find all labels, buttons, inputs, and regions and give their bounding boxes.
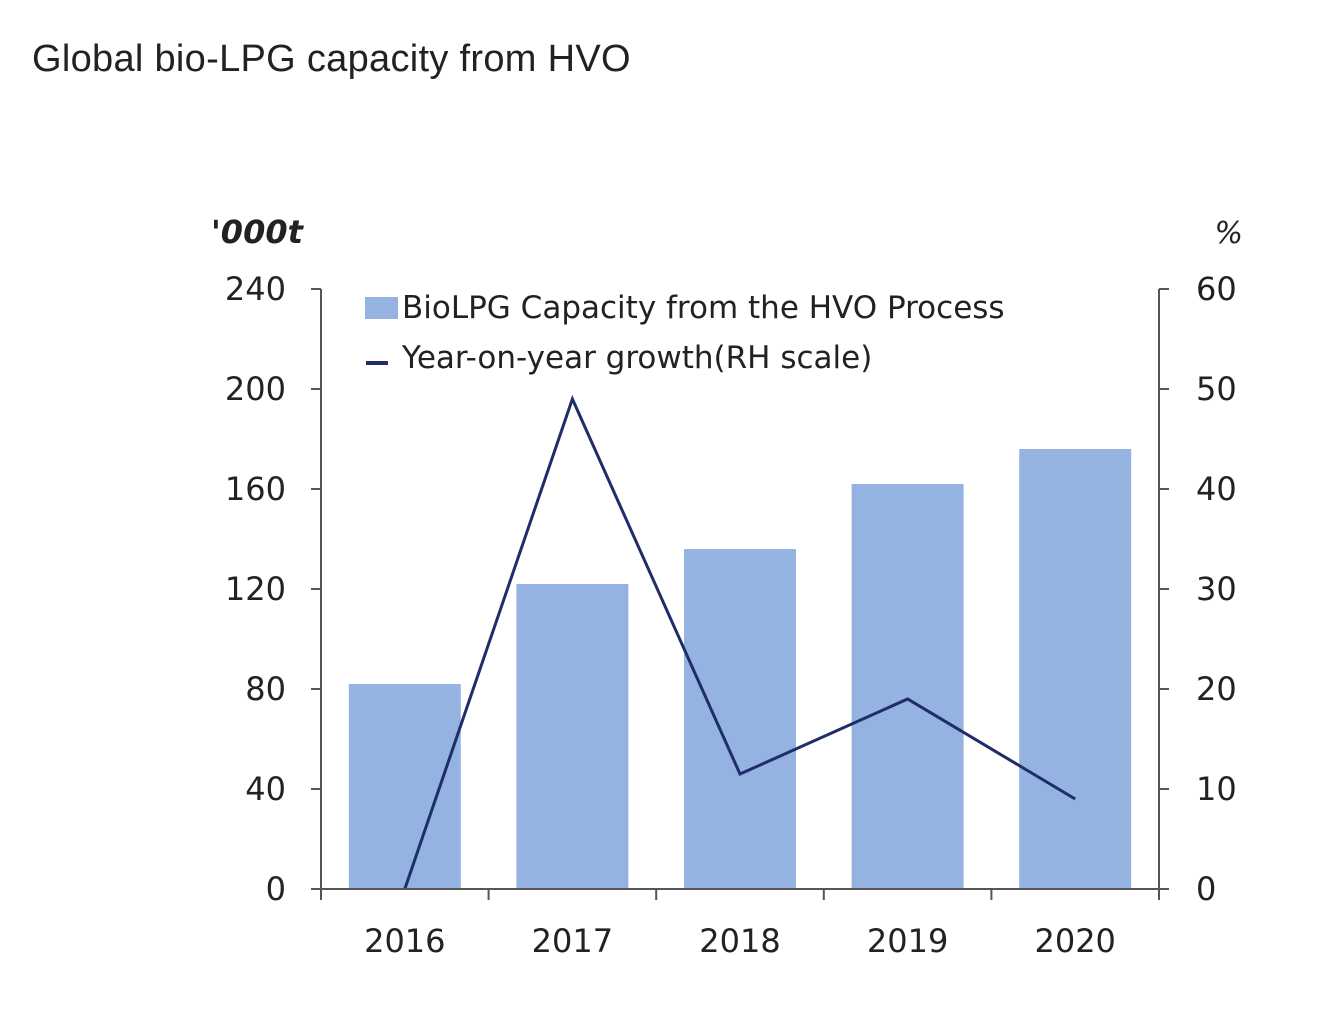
left-axis-label: '000t: [211, 213, 305, 251]
bar-2016: [348, 684, 461, 889]
bar-2018: [684, 549, 796, 889]
left-tick-label: 160: [225, 470, 286, 508]
left-tick-label: 80: [245, 670, 286, 708]
right-axis-label: %: [1214, 216, 1243, 251]
bar-2020: [1019, 449, 1132, 889]
right-tick-label: 50: [1196, 370, 1237, 408]
bar-2017: [516, 584, 629, 889]
left-tick-label: 120: [225, 570, 286, 608]
left-tick-label: 0: [266, 870, 286, 908]
right-tick-label: 60: [1196, 270, 1237, 308]
legend: BioLPG Capacity from the HVO Process Year…: [365, 290, 1005, 376]
x-tick-label: 2020: [1034, 922, 1115, 960]
x-tick-label: 2018: [699, 922, 780, 960]
right-tick-label: 30: [1196, 570, 1237, 608]
right-tick-label: 20: [1196, 670, 1237, 708]
right-tick-label: 0: [1196, 870, 1216, 908]
x-tick-label: 2016: [364, 922, 445, 960]
left-tick-label: 240: [225, 270, 286, 308]
right-tick-label: 10: [1196, 770, 1237, 808]
right-tick-label: 40: [1196, 470, 1237, 508]
left-tick-label: 40: [245, 770, 286, 808]
x-tick-label: 2019: [867, 922, 948, 960]
bar-2019: [851, 484, 964, 889]
bars-layer: [348, 449, 1132, 889]
legend-label-bar: BioLPG Capacity from the HVO Process: [402, 290, 1005, 326]
legend-label-line: Year-on-year growth(RH scale): [401, 340, 872, 376]
x-tick-label: 2017: [532, 922, 613, 960]
page-title: Global bio-LPG capacity from HVO: [32, 38, 631, 80]
axes-layer: 0 40 80 120 160 200 240 0 10 20 30 40 50 60 2016 2017 20…: [211, 213, 1243, 960]
legend-swatch-bar: [365, 297, 398, 319]
left-tick-label: 200: [225, 370, 286, 408]
